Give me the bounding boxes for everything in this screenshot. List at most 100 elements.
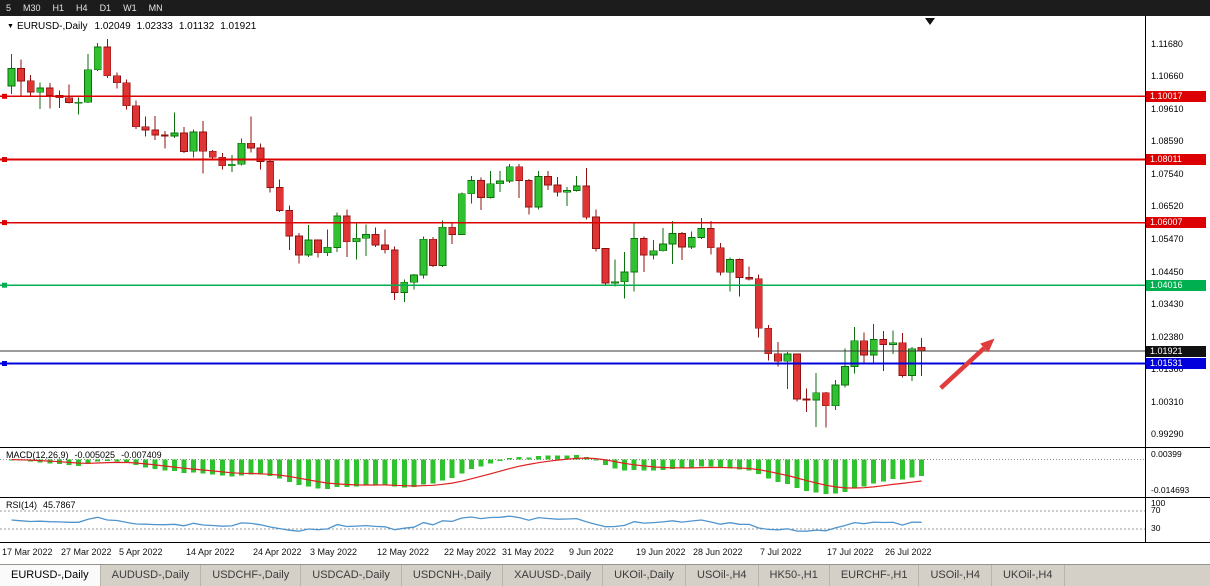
trend-arrow-shaft[interactable] — [939, 346, 986, 390]
timeframe-button-5[interactable]: 5 — [6, 3, 12, 13]
macd-bar — [756, 459, 762, 474]
price-tick: 1.03430 — [1151, 299, 1184, 309]
candle-body — [515, 166, 524, 182]
line-anchor-1.10017[interactable] — [2, 93, 7, 99]
price-tick: 1.07540 — [1151, 169, 1184, 179]
macd-bar — [785, 459, 790, 484]
macd-signal-line — [11, 457, 922, 489]
rsi-scale-label: 30 — [1151, 523, 1161, 533]
chart-tab-hk50-h1[interactable]: HK50-,H1 — [758, 565, 830, 586]
macd-bar — [124, 459, 129, 463]
panel-separator[interactable] — [0, 497, 1210, 498]
macd-bar — [488, 459, 493, 464]
candle-body — [227, 163, 236, 167]
chart-tab-usdchf-daily[interactable]: USDCHF-,Daily — [201, 565, 302, 586]
date-label: 7 Jul 2022 — [760, 547, 802, 557]
candlestick-chart-svg[interactable] — [0, 16, 1145, 447]
timeframe-button-W1[interactable]: W1 — [123, 3, 137, 13]
candle-body — [831, 384, 840, 407]
candle-body — [869, 339, 878, 356]
chart-tab-usdcnh-daily[interactable]: USDCNH-,Daily — [401, 565, 504, 586]
line-anchor-1.04016[interactable] — [2, 282, 7, 288]
timeframe-button-MN[interactable]: MN — [148, 3, 163, 13]
macd-bar — [679, 459, 685, 469]
macd-bar — [813, 459, 819, 493]
macd-bar — [248, 459, 254, 475]
candle-body — [189, 131, 198, 152]
macd-bar — [334, 459, 340, 488]
chart-tab-eurusd-daily[interactable]: EURUSD-,Daily — [0, 565, 101, 586]
macd-bar — [449, 459, 455, 479]
macd-bar — [670, 459, 675, 469]
candle-body — [687, 237, 696, 248]
timeframe-button-H1[interactable]: H1 — [52, 3, 65, 13]
candle-body — [649, 250, 658, 256]
candle-body — [917, 346, 926, 352]
chart-shift-marker-icon[interactable] — [925, 18, 935, 25]
macd-bar — [171, 459, 177, 472]
candle-body — [448, 226, 457, 235]
macd-bar — [574, 455, 580, 460]
chart-tab-xauusd-daily[interactable]: XAUUSD-,Daily — [503, 565, 604, 586]
candle-body — [716, 247, 725, 273]
candle-body — [524, 180, 533, 208]
rsi-scale-label: 100 — [1151, 498, 1166, 508]
macd-bar — [497, 459, 503, 461]
price-tick: 1.08590 — [1151, 136, 1184, 146]
macd-bar — [363, 459, 369, 486]
chart-tab-usoil-h4[interactable]: USOil-,H4 — [919, 565, 992, 586]
candle-body — [381, 244, 390, 251]
chart-tab-usdcad-daily[interactable]: USDCAD-,Daily — [301, 565, 402, 586]
candle-body — [860, 340, 869, 356]
rsi-label: RSI(14) 45.7867 — [6, 500, 82, 510]
date-label: 14 Apr 2022 — [186, 547, 235, 557]
candle-body — [467, 180, 476, 195]
time-scale[interactable]: 17 Mar 2022 27 Mar 2022 5 Apr 2022 14 Apr 2… — [0, 543, 1145, 564]
price-tick: 1.04450 — [1151, 267, 1184, 277]
price-scale[interactable]: 1.11680 1.10660 1.09610 1.08590 1.07540 1.065… — [1145, 16, 1210, 543]
macd-bar — [219, 459, 225, 476]
chart-tab-ukoil-daily[interactable]: UKOil-,Daily — [603, 565, 687, 586]
macd-histogram — [9, 455, 925, 495]
macd-scale-label: -0.014693 — [1151, 485, 1190, 495]
macd-bar — [162, 459, 168, 471]
candle-body — [553, 184, 562, 193]
macd-bar — [411, 459, 417, 488]
macd-bar — [593, 459, 599, 461]
candle-body — [793, 353, 801, 400]
panel-separator[interactable] — [0, 447, 1210, 448]
macd-bar — [622, 459, 628, 471]
chart-tab-usoil-h4[interactable]: USOil-,H4 — [686, 565, 759, 586]
chart-tab-ukoil-h4[interactable]: UKOil-,H4 — [991, 565, 1065, 586]
candle-body — [218, 156, 227, 167]
chart-tab-audusd-daily[interactable]: AUDUSD-,Daily — [100, 565, 202, 586]
date-label: 31 May 2022 — [502, 547, 555, 557]
timeframe-button-D1[interactable]: D1 — [99, 3, 112, 13]
price-chart-pane[interactable]: ▼ EURUSD-,Daily 1.02049 1.02333 1.01132 … — [0, 16, 1145, 447]
date-label: 27 Mar 2022 — [61, 547, 112, 557]
timeframe-button-M30[interactable]: M30 — [23, 3, 41, 13]
ohlc-high: 1.02333 — [136, 21, 173, 32]
line-anchor-1.06007[interactable] — [2, 220, 7, 226]
date-label: 19 Jun 2022 — [636, 547, 686, 557]
line-anchor-1.01531[interactable] — [2, 361, 7, 366]
candle-body — [591, 216, 600, 250]
candle-body — [438, 226, 447, 266]
macd-bar — [746, 459, 752, 471]
symbol-dropdown-icon[interactable]: ▼ — [7, 23, 14, 30]
line-anchor-1.08011[interactable] — [2, 157, 7, 162]
current-price-badge: 1.01921 — [1146, 346, 1206, 357]
timeframe-button-H4[interactable]: H4 — [76, 3, 88, 13]
chart-tab-eurchf-h1[interactable]: EURCHF-,H1 — [829, 565, 920, 586]
macd-bar — [382, 459, 388, 485]
macd-bar — [373, 459, 378, 485]
rsi-indicator-pane[interactable]: RSI(14) 45.7867 — [0, 498, 1145, 542]
price-tick: 1.09610 — [1151, 104, 1184, 114]
chart-tabs-bar: EURUSD-,Daily AUDUSD-,Daily USDCHF-,Daily U… — [0, 564, 1210, 586]
macd-bar — [555, 455, 561, 460]
trend-arrow-head[interactable] — [980, 338, 995, 353]
chart-area[interactable]: ▼ EURUSD-,Daily 1.02049 1.02333 1.01132 … — [0, 16, 1210, 564]
macd-indicator-pane[interactable]: MACD(12,26,9) -0.005025 -0.007409 — [0, 448, 1145, 497]
macd-bar — [95, 459, 101, 462]
